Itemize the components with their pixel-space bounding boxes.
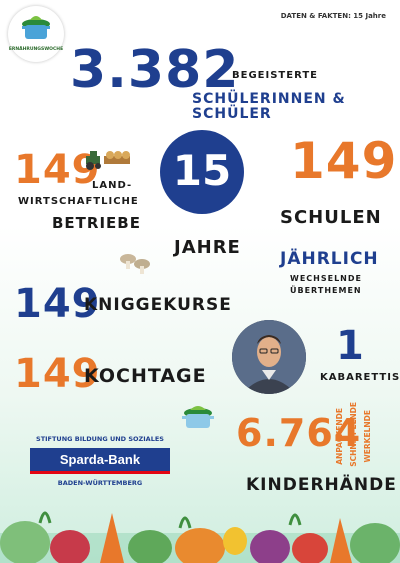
farms-label-1: LAND- (92, 180, 133, 191)
hands-vert-2: SCHNIPPELNDE (349, 402, 358, 467)
years-circle: 15 (160, 130, 244, 214)
logo-text: ERNÄHRUNGSWOCHE (8, 47, 64, 52)
students-label-1: BEGEISTERTE (232, 70, 318, 81)
sponsor-bank-logo: Sparda-Bank (30, 448, 170, 474)
hands-label: KINDERHÄNDE (246, 475, 397, 495)
etiquette-label: KNIGGEKURSE (84, 295, 232, 315)
schools-label: SCHULEN (280, 207, 382, 228)
hands-vert-3: WERKELNDE (363, 410, 372, 463)
cabaret-artist-portrait (232, 320, 306, 394)
mushrooms-icon (120, 254, 150, 274)
years-number: 15 (172, 146, 232, 195)
sponsor-bottom: BADEN-WÜRTTEMBERG (57, 479, 143, 487)
sponsor-block: STIFTUNG BILDUNG UND SOZIALES Sparda-Ban… (30, 435, 170, 487)
tractor-icon (86, 151, 130, 170)
hands-number: 6.764 (236, 411, 362, 455)
hands-vert-1: ANPACKENDE (335, 408, 344, 465)
pot-logo-icon (22, 16, 50, 39)
years-label: JAHRE (174, 237, 241, 258)
cabaret-label: KABARETTIST (320, 372, 400, 383)
cooking-number: 149 (14, 351, 101, 397)
ernaehrungswoche-logo: ERNÄHRUNGSWOCHE (8, 6, 64, 62)
sponsor-top: STIFTUNG BILDUNG UND SOZIALES (36, 435, 164, 443)
page-header: DATEN & FAKTEN: 15 Jahre (280, 12, 386, 20)
farms-label-3: BETRIEBE (52, 214, 141, 232)
person-avatar-icon (232, 320, 306, 394)
yearly-label: JÄHRLICH (280, 249, 379, 269)
farms-label-2: WIRTSCHAFTLICHE (18, 196, 139, 207)
students-number: 3.382 (70, 40, 240, 100)
vegetables-border-illustration (0, 511, 400, 563)
schools-number: 149 (290, 132, 398, 190)
cooking-label: KOCHTAGE (84, 365, 207, 387)
farms-number: 149 (14, 147, 101, 193)
cooking-pot-icon (182, 406, 214, 428)
etiquette-number: 149 (14, 281, 101, 327)
yearly-sub-2: ÜBERTHEMEN (290, 286, 362, 295)
students-label-2: SCHÜLERINNEN & SCHÜLER (192, 91, 346, 123)
cabaret-number: 1 (336, 323, 365, 369)
yearly-sub-1: WECHSELNDE (290, 274, 362, 283)
